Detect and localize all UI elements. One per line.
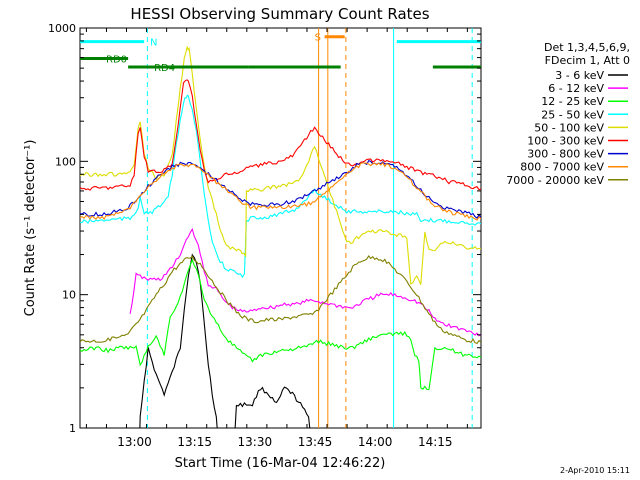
series-line-8 (80, 255, 481, 345)
series-line-7 (80, 161, 481, 221)
plot-frame (79, 27, 482, 429)
y-tick-label-3: 1000 (48, 22, 76, 35)
x-tick-label-1: 13:15 (177, 435, 212, 449)
legend-header-line-2: FDecim 1, Att 0 (545, 54, 630, 67)
x-axis-ticks: 13:00 13:15 13:30 13:45 14:00 14:15 (85, 28, 468, 449)
legend-label-3: 25 - 50 keV (541, 108, 604, 121)
y-axis-label: Count Rate (s⁻¹ detector⁻¹) (23, 140, 38, 317)
x-axis-label: Start Time (16-Mar-04 12:46:22) (175, 456, 386, 471)
series-line-4 (80, 45, 481, 285)
status-label-rd0: RD0 (106, 55, 127, 66)
status-label-s: S (315, 33, 321, 44)
chart-title: HESSI Observing Summary Count Rates (130, 5, 429, 23)
legend: Det 1,3,4,5,6,9, FDecim 1, Att 0 3 - 6 k… (506, 41, 630, 187)
x-tick-label-0: 13:00 (117, 435, 152, 449)
y-tick-label-1: 10 (62, 289, 76, 302)
legend-label-6: 300 - 800 keV (527, 148, 604, 161)
series-lines (80, 45, 481, 428)
series-line-6 (80, 160, 481, 219)
legend-label-0: 3 - 6 keV (555, 69, 604, 82)
x-tick-label-3: 13:45 (298, 435, 333, 449)
series-line-2 (80, 258, 481, 391)
timestamp: 2-Apr-2010 15:11 (560, 466, 630, 475)
series-line-3 (80, 94, 481, 279)
legend-header-line-1: Det 1,3,4,5,6,9, (544, 41, 630, 54)
legend-label-1: 6 - 12 keV (548, 82, 604, 95)
x-tick-label-2: 13:30 (238, 435, 273, 449)
x-tick-label-5: 14:15 (418, 435, 453, 449)
series-line-0 (139, 253, 311, 428)
status-label-n: N (150, 38, 157, 49)
status-bars: N RD0 RD4 S (80, 33, 481, 74)
y-axis-ticks: 1 10 100 1000 (48, 22, 481, 435)
status-label-rd4: RD4 (154, 63, 175, 74)
legend-label-5: 100 - 300 keV (527, 135, 604, 148)
legend-label-2: 12 - 25 keV (541, 95, 604, 108)
y-tick-label-0: 1 (69, 422, 76, 435)
y-tick-label-2: 100 (55, 155, 76, 168)
series-line-5 (80, 79, 481, 191)
legend-label-8: 7000 - 20000 keV (506, 174, 604, 187)
x-tick-label-4: 14:00 (358, 435, 393, 449)
legend-label-4: 50 - 100 keV (534, 121, 604, 134)
vertical-markers (146, 28, 473, 428)
legend-label-7: 800 - 7000 keV (520, 161, 604, 174)
